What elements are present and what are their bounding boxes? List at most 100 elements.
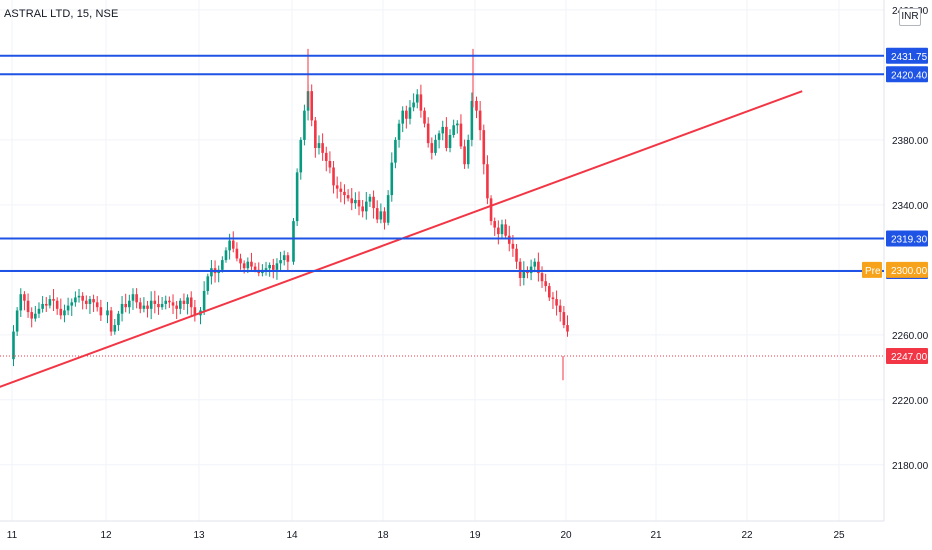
candle-body	[482, 130, 486, 165]
candle-body	[275, 263, 279, 270]
candle-body	[368, 196, 372, 202]
candle-body	[346, 195, 350, 199]
candle-body	[548, 286, 551, 298]
candle-body	[515, 248, 518, 262]
candle-body	[250, 261, 253, 267]
candle-body	[437, 133, 441, 140]
candle-body	[135, 294, 138, 303]
candle-body	[339, 188, 343, 192]
level-label: 2319.30	[891, 234, 928, 245]
y-tick-label: 2340.00	[892, 201, 929, 212]
candle-body	[558, 305, 562, 313]
candle-body	[59, 308, 63, 316]
currency-badge[interactable]: INR	[899, 8, 921, 26]
candle-body	[19, 294, 23, 311]
candle-body	[408, 107, 412, 119]
candle-body	[70, 302, 74, 306]
candle-body	[478, 110, 482, 131]
candle-body	[268, 264, 271, 269]
candle-body	[500, 224, 504, 235]
candle-body	[486, 164, 489, 199]
candle-body	[138, 302, 142, 309]
y-tick-label: 2220.00	[892, 396, 929, 407]
candle-body	[48, 299, 52, 306]
candle-body	[157, 303, 160, 308]
candle-body	[324, 152, 328, 161]
candle-body	[12, 331, 15, 360]
candle-body	[459, 123, 463, 147]
candle-body	[540, 273, 544, 282]
candle-body	[23, 294, 26, 301]
candle-body	[228, 240, 231, 251]
candle-body	[37, 308, 41, 314]
candle-body	[109, 310, 113, 332]
candle-body	[372, 196, 375, 209]
candle-body	[164, 300, 168, 304]
level-tag	[886, 66, 928, 83]
candle-body	[397, 123, 401, 140]
x-tick-label: 12	[100, 530, 112, 541]
x-tick-label: 22	[741, 530, 753, 541]
candle-body	[551, 297, 555, 300]
candle-body	[117, 313, 120, 326]
y-tick-label: 2380.00	[892, 136, 929, 147]
candle-body	[63, 310, 66, 316]
premarket-tag	[886, 261, 928, 278]
candle-body	[81, 295, 84, 301]
x-tick-label: 13	[193, 530, 205, 541]
level-tag	[886, 47, 928, 64]
candle-body	[272, 264, 275, 270]
level-tag	[886, 230, 928, 247]
candle-body	[511, 243, 515, 249]
candle-body	[317, 143, 321, 149]
candle-body	[182, 300, 186, 304]
candle-body	[375, 208, 379, 220]
candle-body	[34, 313, 37, 319]
candle-body	[44, 303, 48, 306]
candle-body	[383, 211, 386, 223]
last-price-tag	[886, 347, 928, 364]
candle-body	[92, 299, 95, 303]
candle-body	[131, 294, 135, 301]
candle-body	[470, 100, 474, 140]
trendline[interactable]	[0, 90, 803, 416]
candle-body	[466, 139, 470, 165]
candle-body	[26, 300, 30, 313]
last-price-label: 2247.00	[891, 352, 928, 363]
candle-body	[210, 268, 213, 277]
candle-body	[493, 221, 496, 228]
candle-body	[507, 235, 511, 244]
candle-body	[452, 125, 455, 136]
candle-body	[106, 310, 109, 316]
candle-body	[55, 300, 59, 309]
y-tick-label: 2180.00	[892, 461, 929, 472]
candle-body	[497, 227, 500, 235]
x-tick-label: 11	[7, 530, 18, 541]
x-tick-label: 25	[833, 530, 845, 541]
candle-body	[456, 123, 459, 126]
candle-body	[175, 305, 178, 309]
candle-body	[335, 185, 339, 189]
candle-body	[448, 135, 452, 149]
candle-body	[475, 100, 478, 111]
candle-body	[41, 303, 44, 309]
candle-body	[99, 307, 103, 316]
candle-body	[529, 266, 533, 274]
candle-body	[128, 300, 131, 308]
candle-body	[310, 91, 313, 121]
candle-body	[463, 146, 466, 165]
premarket-label: 2300.00	[891, 266, 928, 277]
candle-body	[206, 276, 210, 291]
candle-body	[88, 299, 92, 304]
candle-body	[246, 261, 250, 269]
candle-body	[142, 305, 146, 309]
candle-body	[445, 126, 448, 149]
candle-body	[124, 303, 127, 308]
candle-body	[357, 199, 361, 207]
candle-body	[518, 261, 522, 278]
candle-body	[343, 191, 346, 196]
candle-body	[555, 299, 558, 306]
premarket-badge	[862, 261, 882, 278]
